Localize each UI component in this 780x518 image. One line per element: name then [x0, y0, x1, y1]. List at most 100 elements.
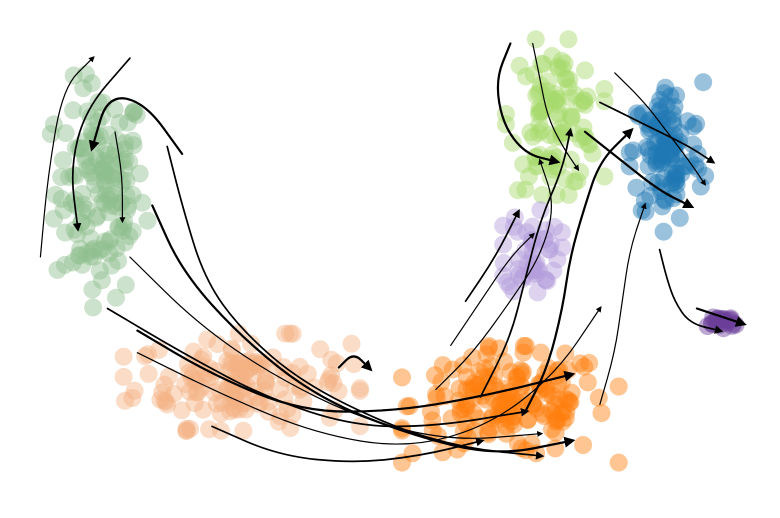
- cell-point-cluster-0: [89, 93, 108, 112]
- cell-point-cluster-5: [516, 241, 535, 260]
- cell-point-cluster-3: [543, 89, 562, 108]
- cell-point-cluster-4: [666, 169, 685, 188]
- cell-point-cluster-1: [227, 385, 246, 404]
- cell-point-cluster-2: [454, 356, 473, 375]
- cell-point-cluster-0: [94, 160, 113, 179]
- cell-point-cluster-4: [647, 154, 666, 173]
- velocity-streamline: [695, 307, 747, 327]
- cell-point-cluster-0: [88, 150, 107, 168]
- cell-point-cluster-0: [100, 232, 118, 251]
- cell-point-cluster-0: [113, 221, 132, 240]
- cell-point-cluster-2: [464, 381, 483, 400]
- cell-point-cluster-2: [507, 367, 526, 386]
- cell-scatter-layer: [41, 30, 745, 472]
- cell-point-cluster-4: [663, 137, 682, 156]
- cell-point-cluster-2: [494, 391, 513, 410]
- cell-point-cluster-4: [655, 169, 673, 188]
- cell-point-cluster-0: [78, 160, 96, 179]
- cell-point-cluster-3: [524, 127, 542, 146]
- cell-point-cluster-0: [82, 163, 101, 182]
- cell-point-cluster-1: [344, 355, 363, 374]
- cell-point-cluster-3: [534, 55, 553, 74]
- cell-point-cluster-2: [457, 397, 476, 416]
- cell-point-cluster-1: [187, 383, 206, 402]
- cell-point-cluster-3: [529, 124, 548, 142]
- cell-point-cluster-1: [177, 421, 196, 440]
- cell-point-cluster-2: [484, 406, 502, 425]
- cell-point-cluster-0: [115, 212, 134, 231]
- cell-point-cluster-3: [553, 59, 572, 78]
- cell-point-cluster-0: [138, 211, 157, 230]
- cell-point-cluster-3: [578, 87, 597, 106]
- cell-point-cluster-5: [508, 222, 527, 241]
- cell-point-cluster-4: [667, 171, 686, 190]
- cell-point-cluster-3: [530, 102, 549, 121]
- cell-point-cluster-0: [96, 176, 115, 195]
- cell-point-cluster-0: [106, 141, 125, 160]
- cell-point-cluster-3: [529, 105, 548, 124]
- cell-point-cluster-1: [219, 376, 238, 395]
- cell-point-cluster-0: [52, 189, 71, 208]
- cell-point-cluster-3: [568, 172, 587, 190]
- cell-point-cluster-1: [178, 355, 197, 374]
- velocity-streamline: [88, 97, 184, 155]
- cell-point-cluster-0: [97, 167, 115, 186]
- cell-point-cluster-2: [485, 376, 504, 395]
- cell-point-cluster-0: [104, 168, 123, 187]
- cell-point-cluster-6: [698, 317, 717, 336]
- cell-point-cluster-0: [73, 202, 92, 221]
- cell-point-cluster-4: [684, 117, 703, 136]
- cell-point-cluster-1: [157, 392, 175, 411]
- cell-point-cluster-2: [457, 380, 476, 399]
- cell-point-cluster-3: [576, 127, 595, 146]
- cell-point-cluster-2: [479, 423, 498, 442]
- cell-point-cluster-0: [100, 125, 118, 144]
- cell-point-cluster-0: [71, 139, 90, 158]
- cell-point-cluster-2: [455, 400, 474, 419]
- cell-point-cluster-0: [96, 162, 115, 181]
- cell-point-cluster-1: [322, 366, 341, 385]
- cell-point-cluster-2: [559, 391, 578, 410]
- cell-point-cluster-2: [574, 436, 593, 454]
- cell-point-cluster-1: [234, 421, 253, 440]
- cell-point-cluster-1: [230, 400, 249, 419]
- cell-point-cluster-1: [351, 379, 369, 398]
- cell-point-cluster-0: [81, 247, 100, 266]
- cell-point-cluster-1: [256, 370, 275, 389]
- cell-point-cluster-5: [535, 230, 554, 249]
- cell-point-cluster-4: [662, 137, 681, 156]
- cell-point-cluster-2: [454, 422, 473, 441]
- cell-point-cluster-4: [661, 148, 680, 167]
- cell-point-cluster-4: [641, 119, 660, 138]
- cell-point-cluster-0: [108, 156, 127, 175]
- cell-point-cluster-2: [557, 402, 576, 421]
- cell-point-cluster-4: [655, 84, 674, 103]
- cell-point-cluster-1: [221, 354, 240, 372]
- cell-point-cluster-3: [532, 54, 551, 73]
- cell-point-cluster-4: [663, 104, 682, 123]
- cell-point-cluster-4: [660, 144, 679, 163]
- cell-point-cluster-0: [96, 141, 115, 160]
- cell-point-cluster-1: [266, 361, 285, 380]
- cell-point-cluster-1: [231, 354, 250, 373]
- cell-point-cluster-3: [529, 84, 548, 103]
- cell-point-cluster-0: [95, 194, 114, 213]
- cell-point-cluster-0: [54, 151, 73, 170]
- velocity-streamline: [524, 127, 634, 413]
- cell-point-cluster-1: [342, 334, 361, 353]
- cell-point-cluster-6: [715, 310, 734, 328]
- cell-point-cluster-3: [583, 144, 602, 163]
- cell-point-cluster-1: [283, 405, 302, 424]
- cell-point-cluster-0: [81, 157, 100, 176]
- cell-point-cluster-4: [678, 112, 697, 131]
- cell-point-cluster-4: [649, 133, 668, 152]
- cell-point-cluster-4: [664, 138, 683, 157]
- cell-point-cluster-0: [113, 151, 131, 170]
- cell-point-cluster-0: [66, 166, 85, 185]
- cell-point-cluster-3: [561, 106, 579, 125]
- cell-point-cluster-2: [508, 434, 527, 453]
- cell-point-cluster-2: [514, 337, 533, 355]
- cell-point-cluster-2: [516, 337, 535, 355]
- cell-point-cluster-1: [322, 350, 341, 369]
